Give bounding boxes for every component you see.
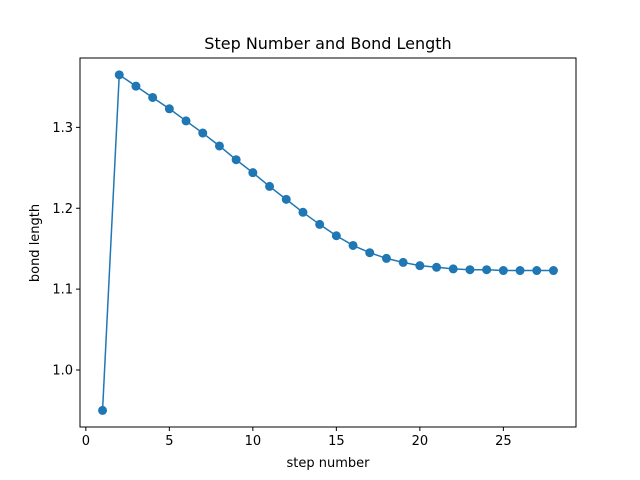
data-point	[415, 261, 425, 271]
data-point	[515, 266, 525, 276]
data-point	[298, 207, 308, 217]
data-point	[248, 168, 258, 178]
data-point	[465, 265, 475, 275]
data-point	[331, 231, 341, 241]
data-point	[281, 194, 291, 204]
plot-area: 0 5 10 15 20 25 1.0 1.1 1.2 1.3	[52, 57, 577, 449]
data-point	[148, 92, 158, 102]
data-point	[548, 266, 558, 276]
x-tick-label: 5	[165, 434, 173, 449]
data-point	[231, 155, 241, 165]
x-axis-label: step number	[287, 456, 371, 471]
data-point	[532, 266, 542, 276]
y-tick-label: 1.0	[52, 363, 73, 378]
y-tick-label: 1.2	[52, 202, 73, 217]
x-tick-label: 20	[412, 434, 429, 449]
data-point	[365, 248, 375, 258]
data-point	[381, 253, 391, 263]
series-line	[101, 73, 554, 411]
x-tick-label: 10	[245, 434, 262, 449]
data-point	[131, 81, 141, 91]
data-point	[265, 181, 275, 191]
data-point	[315, 219, 325, 229]
data-point	[348, 240, 358, 250]
data-point	[98, 405, 108, 415]
data-point	[398, 257, 408, 267]
data-point	[498, 266, 508, 276]
data-point	[448, 264, 458, 274]
data-point	[114, 70, 124, 80]
y-tick-label: 1.1	[52, 283, 73, 298]
data-point	[432, 262, 442, 272]
x-tick-label: 25	[495, 434, 512, 449]
data-point	[214, 141, 224, 151]
data-point	[181, 116, 191, 126]
x-tick-label: 15	[328, 434, 345, 449]
chart-title: Step Number and Bond Length	[204, 34, 451, 53]
x-tick-label: 0	[82, 434, 90, 449]
y-axis-label: bond length	[28, 204, 43, 282]
data-point	[164, 104, 174, 114]
data-point	[482, 265, 492, 275]
y-tick-label: 1.3	[52, 121, 73, 136]
axes-frame	[79, 57, 577, 428]
data-point	[198, 128, 208, 138]
